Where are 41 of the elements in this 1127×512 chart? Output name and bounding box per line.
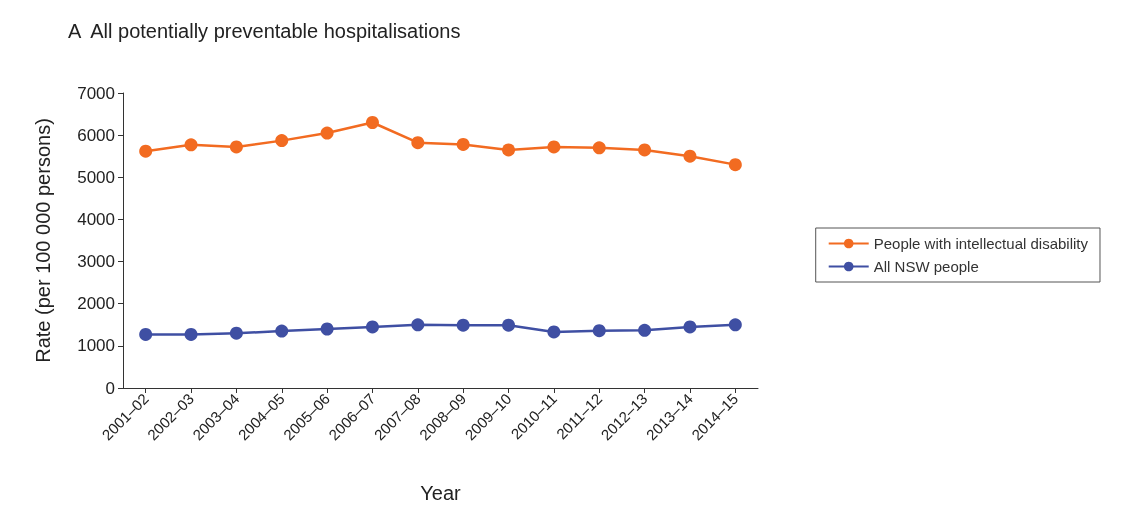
point — [638, 323, 652, 337]
y-axis-title: Rate (per 100 000 persons) — [32, 118, 54, 363]
point — [275, 134, 289, 148]
y-tick-label: 3000 — [77, 252, 115, 272]
chart-title: A All potentially preventable hospitalisations — [68, 20, 461, 42]
point — [320, 322, 334, 336]
point — [184, 327, 198, 341]
point — [411, 136, 425, 150]
point — [365, 320, 379, 334]
point — [139, 144, 153, 158]
point — [184, 138, 198, 152]
point — [365, 116, 379, 129]
point — [229, 140, 243, 154]
y-tick-label: 4000 — [77, 209, 115, 229]
y-tick-label: 0 — [105, 378, 115, 398]
point — [728, 158, 742, 172]
point — [275, 324, 289, 338]
point — [592, 141, 606, 155]
point — [229, 326, 243, 340]
point — [502, 143, 516, 157]
point — [139, 327, 153, 341]
point — [683, 320, 697, 334]
point — [547, 325, 561, 339]
y-tick-label: 5000 — [77, 167, 115, 187]
x-axis-title: Year — [420, 482, 462, 504]
point — [502, 318, 516, 332]
y-tick-label: 7000 — [77, 83, 115, 103]
point — [683, 149, 697, 163]
point — [638, 143, 652, 157]
y-tick-label: 1000 — [77, 336, 115, 356]
legend-label: All NSW people — [873, 258, 979, 275]
legend-label: People with intellectual disability — [873, 235, 1089, 252]
point — [320, 126, 334, 140]
y-tick-label: 6000 — [77, 125, 115, 145]
point — [547, 140, 561, 154]
point — [456, 318, 470, 332]
point — [592, 324, 606, 338]
point — [456, 137, 470, 151]
point — [411, 318, 425, 332]
y-tick-label: 2000 — [77, 294, 115, 314]
point — [728, 318, 742, 332]
